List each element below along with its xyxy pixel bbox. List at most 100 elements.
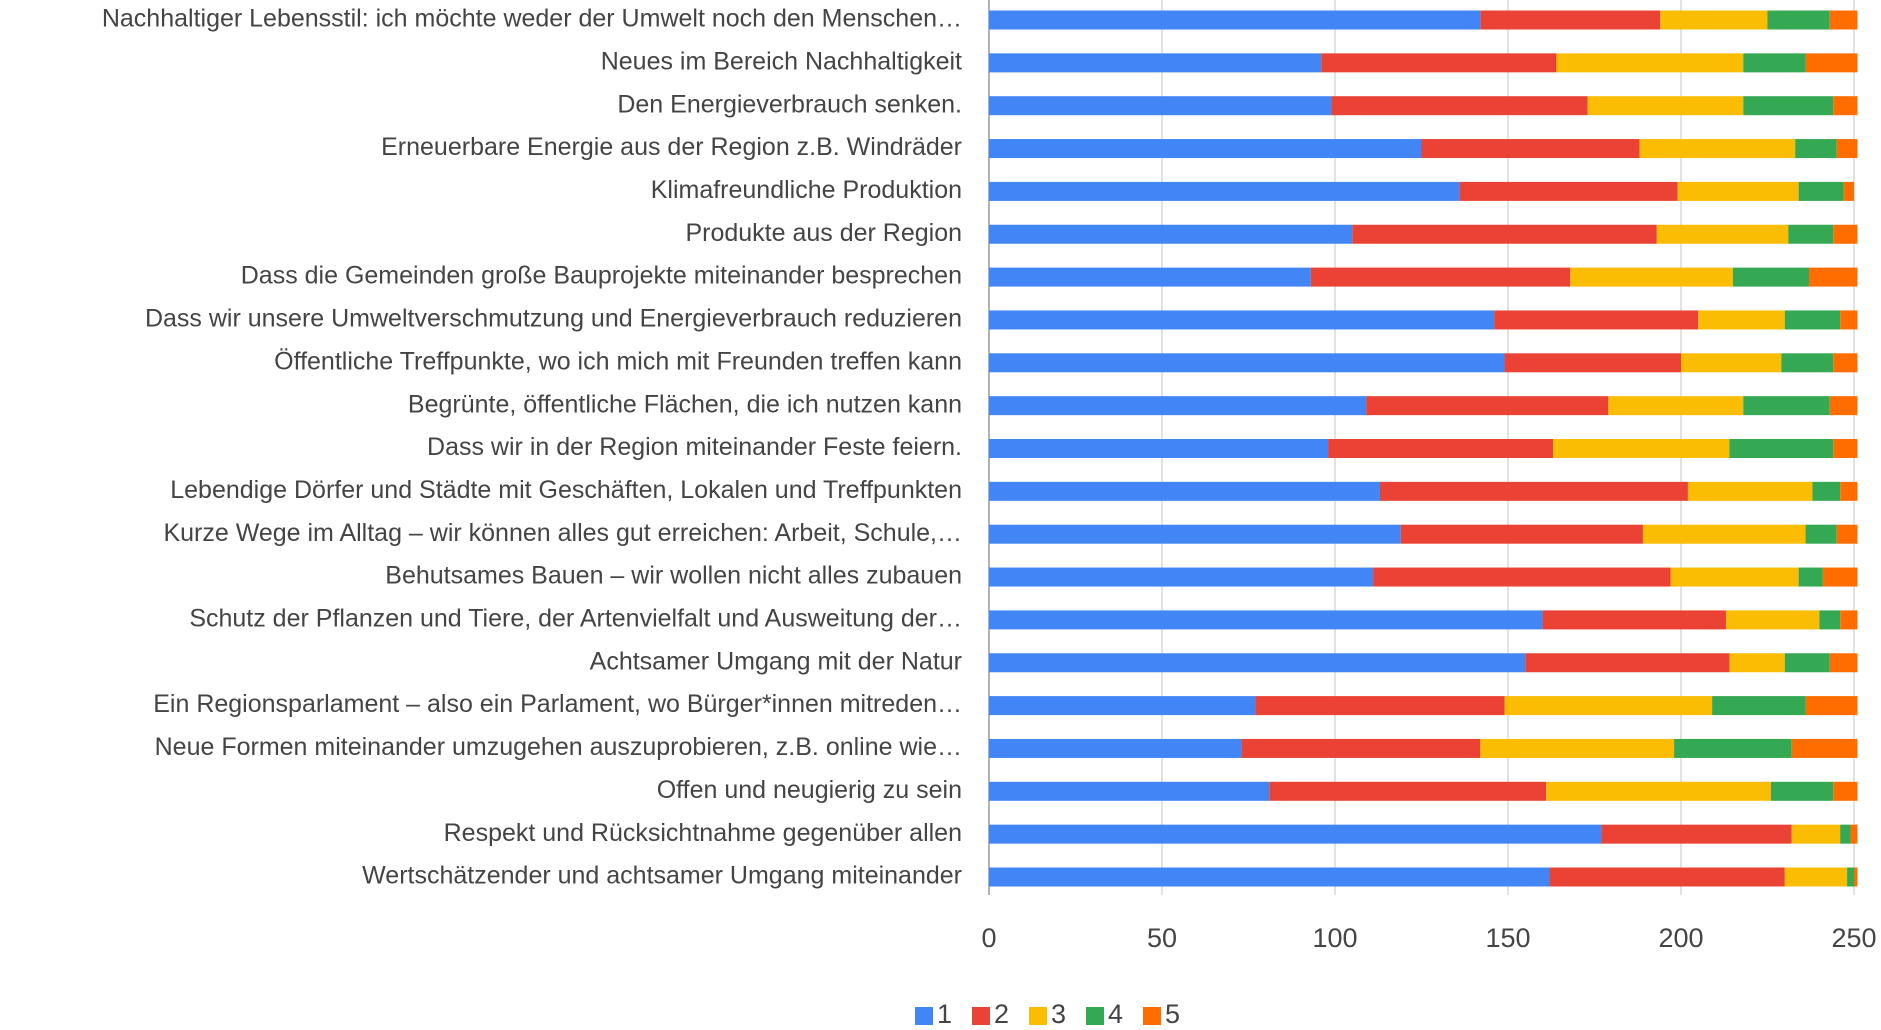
y-tick-label: Erneuerbare Energie aus der Region z.B. … <box>381 133 962 161</box>
y-tick-label: Dass wir unsere Umweltverschmutzung und … <box>145 305 962 333</box>
bar-segment <box>1328 439 1553 458</box>
bar-segment <box>1729 439 1834 458</box>
bar-segment <box>1784 653 1830 673</box>
y-tick-label: Nachhaltiger Lebensstil: ich möchte wede… <box>102 5 962 33</box>
bar-segment <box>1829 10 1858 30</box>
bar-segment <box>1833 353 1858 373</box>
bar-segment <box>989 139 1422 159</box>
bar-segment <box>1833 439 1858 458</box>
bar-segment <box>989 653 1526 673</box>
y-tick-label: Achtsamer Umgang mit der Natur <box>590 647 962 675</box>
bar-segment <box>1601 824 1792 844</box>
bar-segment <box>1840 610 1858 630</box>
y-tick-label: Den Energieverbrauch senken. <box>617 90 962 118</box>
y-tick-label: Klimafreundliche Produktion <box>651 176 962 204</box>
bar-segment <box>1552 439 1730 458</box>
bar-segment <box>1836 139 1858 159</box>
bar-segment <box>1840 481 1858 501</box>
bar-segment <box>1525 653 1730 673</box>
legend-label: 1 <box>937 999 952 1029</box>
bar-segment <box>1791 738 1858 758</box>
bar-segment <box>1656 224 1789 244</box>
bar-segment <box>1843 181 1854 201</box>
bar-segment <box>989 696 1256 716</box>
x-tick-label: 0 <box>981 923 996 953</box>
y-tick-label: Ein Regionsparlament – also ein Parlamen… <box>153 690 962 718</box>
bar-segment <box>1687 481 1813 501</box>
bar-segment <box>989 181 1460 201</box>
bar-segment <box>1366 396 1609 416</box>
bar-segment <box>1670 567 1799 587</box>
bar-segment <box>1847 867 1854 887</box>
bar-segment <box>1459 181 1678 201</box>
bar-segment <box>1805 53 1858 73</box>
bar-segment <box>1743 96 1834 116</box>
bar-segment <box>989 10 1481 30</box>
bar-segment <box>1781 353 1834 373</box>
legend-swatch <box>1143 1007 1161 1025</box>
x-tick-label: 150 <box>1485 923 1530 953</box>
legend-label: 2 <box>994 999 1009 1029</box>
y-tick-label: Offen und neugierig zu sein <box>657 776 962 804</box>
bar-segment <box>1840 824 1851 844</box>
legend-swatch <box>972 1007 990 1025</box>
bar-segment <box>1379 481 1688 501</box>
bar-segment <box>1788 224 1834 244</box>
bar-segment <box>1660 10 1768 30</box>
y-tick-label: Neues im Bereich Nachhaltigkeit <box>601 47 962 75</box>
bar-segment <box>1836 524 1858 544</box>
bar-segment <box>1798 567 1823 587</box>
bar-segment <box>1833 224 1858 244</box>
bar-segment <box>1805 696 1858 716</box>
bar-segment <box>1587 96 1744 116</box>
bar-segment <box>1546 781 1771 801</box>
legend-swatch <box>1029 1007 1047 1025</box>
bar-segment <box>1269 781 1547 801</box>
legend-label: 5 <box>1165 999 1180 1029</box>
y-tick-label: Kurze Wege im Alltag – wir können alles … <box>163 519 962 547</box>
legend-label: 3 <box>1051 999 1066 1029</box>
bar-segment <box>1681 353 1782 373</box>
bar-segment <box>1400 524 1643 544</box>
bar-segment <box>989 610 1543 630</box>
x-tick-label: 100 <box>1312 923 1357 953</box>
bar-segment <box>1642 524 1806 544</box>
bar-segment <box>1570 267 1733 287</box>
bar-segment <box>1674 738 1792 758</box>
legend-swatch <box>1086 1007 1104 1025</box>
bar-segment <box>1639 139 1796 159</box>
bar-segment <box>989 439 1329 458</box>
bar-segment <box>1698 310 1785 330</box>
x-tick-label: 50 <box>1147 923 1177 953</box>
bar-segment <box>1743 396 1830 416</box>
bar-segment <box>1784 310 1841 330</box>
bar-segment <box>1840 310 1858 330</box>
y-tick-label: Respekt und Rücksichtnahme gegenüber all… <box>444 819 962 847</box>
bar-segment <box>1504 353 1681 373</box>
bar-segment <box>1812 481 1841 501</box>
bar-segment <box>1805 524 1837 544</box>
bar-segment <box>1321 53 1557 73</box>
bar-segment <box>989 567 1374 587</box>
bar-segment <box>1331 96 1588 116</box>
bar-segment <box>1829 396 1858 416</box>
bar-segment <box>1310 267 1571 287</box>
y-tick-label: Neue Formen miteinander umzugehen auszup… <box>155 733 962 761</box>
bar-segment <box>1822 567 1858 587</box>
bar-segment <box>1795 139 1837 159</box>
bar-segment <box>989 310 1495 330</box>
bar-segment <box>989 824 1602 844</box>
bar-segment <box>1241 738 1481 758</box>
bar-segment <box>989 481 1380 501</box>
y-tick-label: Lebendige Dörfer und Städte mit Geschäft… <box>170 476 962 504</box>
bar-segment <box>1798 181 1844 201</box>
bar-segment <box>989 353 1505 373</box>
bar-segment <box>1712 696 1806 716</box>
y-tick-label: Begrünte, öffentliche Flächen, die ich n… <box>408 390 962 418</box>
bar-segment <box>989 867 1550 887</box>
bar-segment <box>1829 653 1858 673</box>
bar-segment <box>1677 181 1799 201</box>
bar-segment <box>1542 610 1726 630</box>
y-tick-label: Öffentliche Treffpunkte, wo ich mich mit… <box>274 347 962 375</box>
